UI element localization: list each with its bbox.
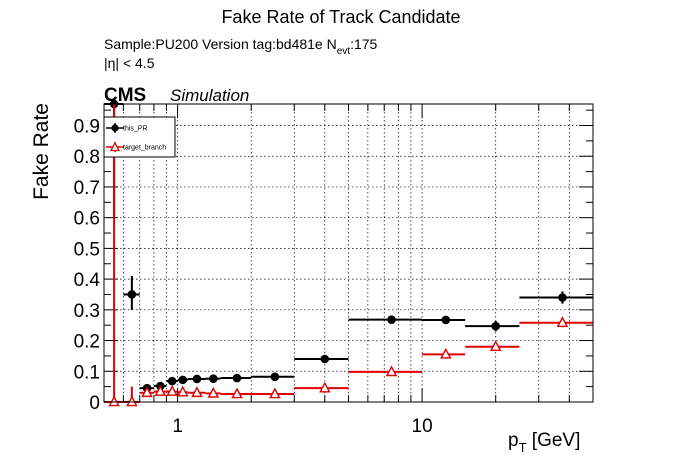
data-point [232, 373, 242, 383]
x-axis-title-sub: T [519, 440, 527, 455]
sample-info-sub: evt [337, 46, 351, 57]
data-point [385, 365, 398, 377]
sample-info: Sample:PU200 Version tag:bd481e Nevt:175 [104, 36, 378, 57]
data-point [167, 376, 177, 386]
data-point [558, 293, 567, 302]
data-point [192, 374, 202, 384]
grid [104, 104, 593, 402]
legend-label-this-pr: this_PR [123, 126, 148, 133]
data-point [387, 315, 396, 324]
sample-info-main: Sample:PU200 Version tag:bd481e N [104, 36, 337, 52]
data-point [207, 386, 220, 398]
legend-label-target-branch: target_branch [123, 145, 166, 152]
data-point [126, 395, 138, 407]
y-tick-label: 0.6 [74, 209, 100, 230]
x-axis: 1 10 [103, 104, 594, 437]
data-point [441, 315, 451, 325]
data-point [166, 385, 178, 396]
y-tick-label: 0.7 [74, 178, 100, 199]
legend-marker-target-branch [106, 141, 124, 152]
y-axis: 0 0.1 0.2 0.3 0.4 0.5 0.6 0.7 0.8 0.9 [74, 109, 593, 414]
data-point [556, 316, 569, 328]
y-tick-label: 0.2 [74, 332, 100, 353]
x-axis-title: pT [GeV] [508, 430, 580, 455]
data-point [154, 385, 167, 396]
data-point [191, 386, 203, 398]
data-point [178, 375, 188, 385]
data-point [491, 321, 501, 331]
simulation-label: Simulation [170, 86, 249, 105]
data-point [177, 385, 189, 397]
data-point [320, 354, 330, 364]
data-point [319, 381, 331, 393]
data-point [108, 395, 120, 407]
eta-cut-label: |η| < 4.5 [104, 55, 155, 71]
data-point [127, 290, 137, 299]
data-point [231, 387, 243, 399]
y-tick-label: 0 [89, 393, 100, 414]
x-tick-label: 10 [412, 416, 433, 437]
data-point [270, 372, 280, 382]
y-tick-label: 0.1 [74, 362, 100, 383]
y-tick-label: 0.3 [74, 301, 100, 322]
data-point [489, 340, 502, 352]
legend-marker-this-pr [106, 123, 124, 133]
x-axis-title-main: p [508, 430, 519, 451]
data-point [209, 374, 218, 383]
plot-frame [103, 103, 594, 403]
y-tick-label: 0.5 [74, 239, 100, 260]
data-point [141, 386, 153, 398]
y-tick-label: 0.9 [74, 117, 100, 138]
y-axis-title: Fake Rate [30, 103, 53, 200]
x-tick-label: 1 [172, 416, 183, 437]
data-point [269, 387, 281, 399]
data-point [440, 347, 452, 359]
y-tick-label: 0.4 [74, 270, 101, 291]
sample-info-count: :175 [350, 36, 377, 52]
y-tick-label: 0.8 [74, 147, 100, 168]
chart-title: Fake Rate of Track Candidate [221, 7, 460, 27]
legend: this_PR target_branch [103, 116, 176, 158]
x-axis-title-unit: [GeV] [527, 430, 581, 451]
